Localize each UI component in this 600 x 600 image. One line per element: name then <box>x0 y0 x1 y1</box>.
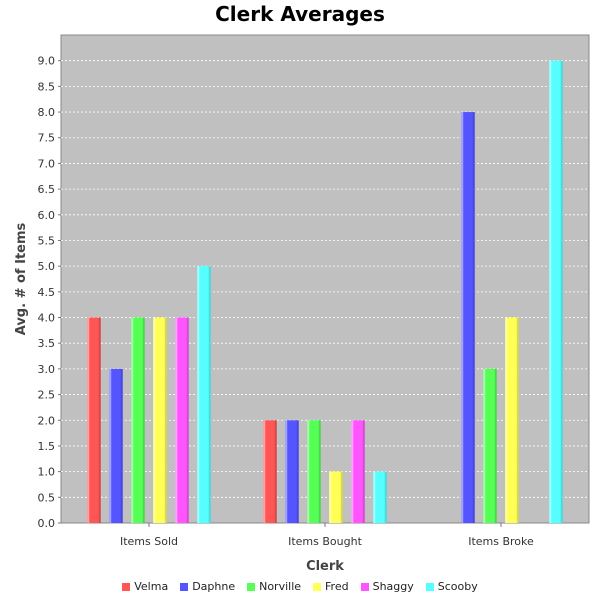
bar-shade <box>494 368 497 523</box>
y-tick-label: 6.0 <box>38 209 56 222</box>
bar-shade <box>362 420 365 523</box>
bar-shade <box>340 471 343 523</box>
y-tick-label: 1.5 <box>38 440 56 453</box>
bar-shade <box>274 420 277 523</box>
legend-swatch <box>122 582 131 591</box>
bar-highlight <box>87 317 90 523</box>
plot-area <box>60 34 590 524</box>
y-tick-label: 7.5 <box>38 132 56 145</box>
bar <box>483 368 497 523</box>
bar <box>351 420 365 523</box>
bar-shade <box>186 317 189 523</box>
bar-shade <box>560 60 563 524</box>
y-tick-label: 8.0 <box>38 106 56 119</box>
legend-item: Shaggy <box>360 580 414 593</box>
legend-swatch <box>425 582 434 591</box>
bar <box>285 420 299 523</box>
bar-highlight <box>461 112 464 523</box>
bar-highlight <box>329 471 332 523</box>
bar-shade <box>516 317 519 523</box>
legend-label: Norville <box>259 580 302 593</box>
y-tick-label: 7.0 <box>38 157 56 170</box>
bar-highlight <box>285 420 288 523</box>
legend-label: Fred <box>325 580 349 593</box>
bar <box>549 60 563 524</box>
bar <box>175 317 189 523</box>
y-tick-label: 4.5 <box>38 286 56 299</box>
legend-label: Velma <box>134 580 169 593</box>
bar-highlight <box>131 317 134 523</box>
bar-shade <box>164 317 167 523</box>
y-tick-label: 9.0 <box>38 55 56 68</box>
bar-highlight <box>197 266 200 523</box>
bar <box>197 266 211 523</box>
legend-label: Daphne <box>192 580 236 593</box>
bar-highlight <box>351 420 354 523</box>
x-tick-label: Items Broke <box>468 535 534 548</box>
legend: Velma Daphne Norville Fred Shaggy Scooby <box>0 580 600 593</box>
bar <box>87 317 101 523</box>
x-tick-label: Items Sold <box>120 535 178 548</box>
bar <box>505 317 519 523</box>
chart-title: Clerk Averages <box>215 2 385 26</box>
y-tick-label: 6.5 <box>38 183 56 196</box>
bar <box>461 112 475 523</box>
bar-highlight <box>109 368 112 523</box>
bar-shade <box>208 266 211 523</box>
y-tick-label: 0.5 <box>38 491 56 504</box>
bar-shade <box>296 420 299 523</box>
bar-shade <box>142 317 145 523</box>
bar-highlight <box>549 60 552 524</box>
bar-highlight <box>263 420 266 523</box>
bar <box>263 420 277 523</box>
y-axis-title: Avg. # of Items <box>14 222 29 335</box>
bar-highlight <box>175 317 178 523</box>
y-tick-label: 8.5 <box>38 80 56 93</box>
legend-item: Scooby <box>425 580 478 593</box>
bar-highlight <box>307 420 310 523</box>
bar-highlight <box>483 368 486 523</box>
legend-label: Scooby <box>437 580 478 593</box>
x-tick-label: Items Bought <box>288 535 362 548</box>
bar <box>109 368 123 523</box>
legend-swatch <box>247 582 256 591</box>
legend-item: Fred <box>313 580 349 593</box>
legend-swatch <box>180 582 189 591</box>
legend-swatch <box>313 582 322 591</box>
y-tick-label: 2.0 <box>38 414 56 427</box>
bar-shade <box>472 112 475 523</box>
bar-shade <box>318 420 321 523</box>
bar-highlight <box>373 471 376 523</box>
bar-highlight <box>505 317 508 523</box>
x-axis-title: Clerk <box>306 559 344 574</box>
bar-highlight <box>153 317 156 523</box>
bar <box>131 317 145 523</box>
bar <box>307 420 321 523</box>
legend-label: Shaggy <box>372 580 414 593</box>
y-tick-label: 5.0 <box>38 260 56 273</box>
y-tick-label: 3.5 <box>38 337 56 350</box>
y-tick-label: 2.5 <box>38 389 56 402</box>
y-tick-label: 5.5 <box>38 234 56 247</box>
y-tick-label: 1.0 <box>38 466 56 479</box>
legend-item: Daphne <box>180 580 235 593</box>
legend-item: Velma <box>122 580 168 593</box>
y-tick-label: 3.0 <box>38 363 56 376</box>
bar-shade <box>120 368 123 523</box>
bar <box>373 471 387 523</box>
bar-shade <box>384 471 387 523</box>
bar <box>153 317 167 523</box>
bar <box>329 471 343 523</box>
bar-shade <box>98 317 101 523</box>
legend-item: Norville <box>247 580 301 593</box>
legend-swatch <box>360 582 369 591</box>
y-tick-label: 0.0 <box>38 517 56 530</box>
y-tick-label: 4.0 <box>38 312 56 325</box>
